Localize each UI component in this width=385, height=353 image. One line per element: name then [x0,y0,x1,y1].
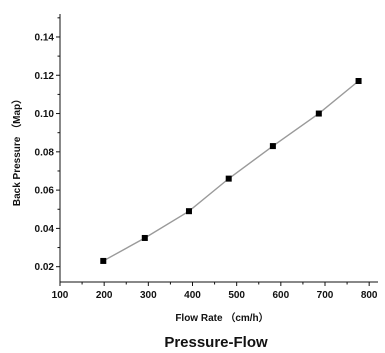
series-line [102,80,360,262]
plot-area: 100 200 300 400 500 600 700 800 0.020.040.060.0… [35,14,378,301]
x-axis-label: Flow Rate （cm/h） [175,311,268,324]
data-point [225,175,232,182]
x-ticks: 100 200 300 400 500 600 700 800 [52,282,378,301]
y-axis-label: Back Pressure （Map） [10,94,23,206]
x-tick-label: 200 [96,290,113,301]
chart-caption: Pressure-Flow [164,334,268,351]
data-point [269,143,276,150]
y-tick-label: 0.14 [35,32,55,43]
data-point [100,257,107,264]
y-ticks: 0.02 0.04 0.06 0.08 0.10 0.12 0.14 [35,17,60,273]
y-tick-label: 0.06 [35,186,55,197]
data-point [185,208,192,215]
x-tick-label: 600 [272,290,289,301]
y-tick-label: 0.02 [35,262,55,273]
x-tick-label: 400 [184,290,201,301]
y-tick-label: 0.12 [35,71,55,82]
data-point [315,110,322,117]
x-tick-label: 500 [228,290,245,301]
data-point [355,78,362,84]
y-tick-label: 0.08 [35,147,55,158]
data-point [141,234,148,241]
x-tick-label: 800 [361,290,378,301]
x-tick-label: 300 [140,290,157,301]
x-tick-label: 700 [317,290,334,301]
x-tick-label: 100 [52,290,69,301]
y-tick-label: 0.10 [35,109,55,120]
series-markers [100,78,362,264]
y-tick-label: 0.04 [35,224,55,235]
